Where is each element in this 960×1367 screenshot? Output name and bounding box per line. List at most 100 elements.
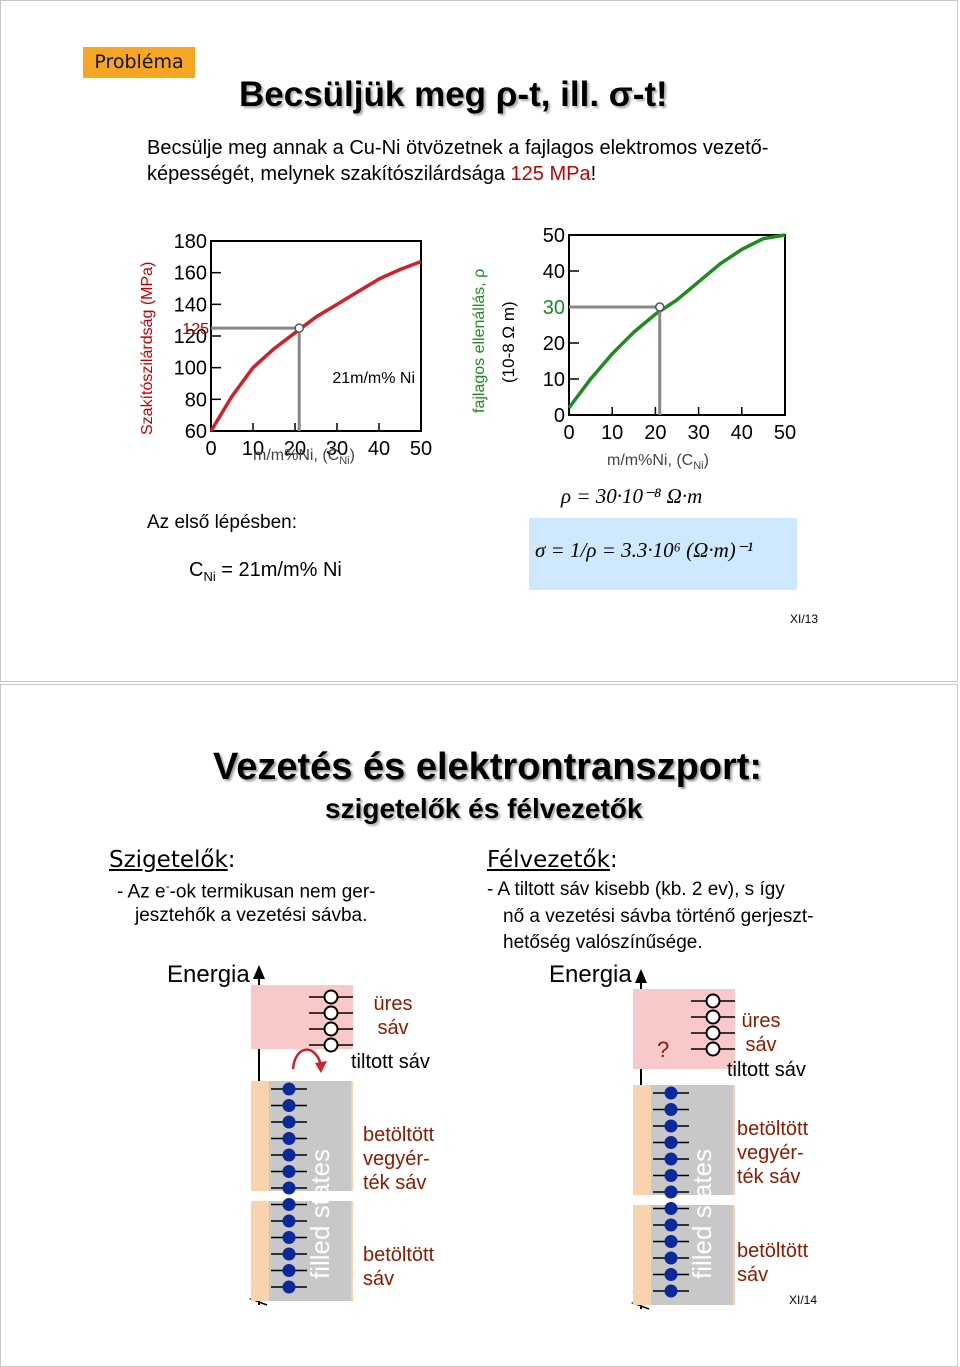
right-chart: 50 40 30 20 10 00 10 20 30 40 50 — [543, 225, 796, 444]
filled-state — [664, 1251, 678, 1265]
semiconductors-heading: Félvezetők: — [487, 847, 618, 873]
empty-state — [705, 1025, 721, 1041]
empty-state — [323, 1005, 339, 1021]
x-tick-label: 30 — [326, 438, 348, 460]
semiconductors-line-3: hetőség valószínűsége. — [503, 932, 703, 953]
filled-state — [282, 1099, 296, 1112]
slide-2-title: Vezetés és elektrontranszport: — [213, 746, 763, 788]
y-tick-label: 0 — [554, 405, 565, 427]
semiconductors-line-1: - A tiltott sáv kisebb (kb. 2 ev), s így — [487, 879, 785, 900]
right-chart-ylabel-1: fajlagos ellenállás, ρ — [471, 268, 488, 413]
slide-2-subtitle: szigetelők és félvezetők — [325, 793, 643, 824]
right-chart-ylabel-2: (10-8 Ω m) — [499, 301, 518, 383]
filled-state — [282, 1198, 296, 1211]
slide-1: Probléma Becsüljük meg ρ-t, ill. σ-t! Be… — [0, 0, 958, 682]
filled-state — [282, 1132, 296, 1145]
x-tick-label: 50 — [774, 422, 796, 444]
empty-state — [705, 1009, 721, 1025]
filled-state — [282, 1247, 296, 1261]
semiconductors-line-2: nő a vezetési sávba történő gerjeszt- — [503, 906, 814, 927]
gap-label-right: tiltott sáv — [727, 1059, 806, 1081]
plot-frame — [568, 234, 786, 416]
y-tick-label: 60 — [185, 421, 207, 443]
filled-state — [282, 1082, 296, 1096]
filled-state — [664, 1235, 678, 1248]
band-separator — [633, 1195, 735, 1205]
filled-state — [664, 1185, 678, 1199]
excitation-arrowhead — [315, 1061, 327, 1073]
filled-state — [282, 1214, 296, 1228]
filled-state — [664, 1169, 678, 1182]
question-line-1: Becsülje meg annak a Cu-Ni ötvözetnek a … — [147, 137, 769, 159]
excitation-arrow — [291, 1048, 323, 1070]
empty-state — [323, 989, 339, 1005]
formula-sigma: σ = 1/ρ = 3.3·10⁶ (Ω·m)⁻¹ — [535, 538, 754, 562]
filled-state — [664, 1119, 678, 1133]
filled-band-label-right: betöltött sáv — [737, 1240, 809, 1286]
page-number-2: XI/14 — [789, 1293, 818, 1307]
x-tick-label: 0 — [205, 438, 216, 460]
page-number-1: XI/13 — [790, 612, 819, 626]
y-tick-label: 20 — [543, 333, 565, 355]
gap-label-left: tiltott sáv — [351, 1051, 430, 1073]
band-diagram-insulator — [248, 965, 353, 1306]
filled-band-label-left: betöltött sáv — [363, 1244, 435, 1290]
lookup-point — [654, 302, 665, 312]
filled-state — [664, 1136, 678, 1149]
x-tick-label: 10 — [601, 422, 623, 444]
x-tick-label: 40 — [731, 422, 753, 444]
left-chart-xlabel: m/m%Ni, (CNi) — [253, 447, 355, 468]
x-tick-label: 20 — [644, 422, 666, 444]
x-tick-label: 50 — [410, 438, 432, 460]
y-tick-label: 50 — [543, 225, 565, 247]
energy-axis-arrowhead — [253, 965, 265, 979]
problem-tag: Probléma — [83, 47, 195, 78]
x-tick-label: 0 — [563, 422, 574, 444]
filled-state — [282, 1165, 296, 1178]
y-tick-label: 180 — [174, 231, 207, 253]
empty-state — [705, 1041, 721, 1057]
y-tick-label: 80 — [185, 389, 207, 411]
question-mark: ? — [657, 1037, 670, 1062]
empty-band-label-left: üres sáv — [373, 993, 413, 1039]
right-chart-xlabel: m/m%Ni, (CNi) — [607, 452, 709, 473]
annotation-21-ni: 21m/m% Ni — [332, 370, 415, 387]
band-separator — [251, 1191, 353, 1201]
insulators-heading: Szigetelők: — [109, 847, 236, 873]
insulators-line-2: jesztehők a vezetési sávba. — [135, 905, 368, 926]
x-tick-label: 40 — [368, 438, 390, 460]
x-tick-label: 20 — [284, 438, 306, 460]
plot-frame — [210, 240, 422, 432]
filled-state — [664, 1284, 678, 1298]
x-tick-label: 30 — [687, 422, 709, 444]
valence-band-label-right: betöltött vegyér-ték sáv — [737, 1118, 809, 1188]
data-line — [567, 233, 786, 409]
energy-label-right: Energia — [549, 961, 632, 988]
y-tick-label: 100 — [174, 358, 207, 380]
left-chart: 180 160 140 120 100 80 600 10 20 30 40 50 125 21m/m% … — [174, 231, 433, 460]
filled-state — [282, 1148, 296, 1162]
cni-value: CNi = 21m/m% Ni — [189, 559, 342, 584]
filled-state — [664, 1202, 678, 1215]
y-tick-label: 160 — [174, 263, 207, 285]
y-tick-label: 140 — [174, 294, 207, 316]
formula-box — [529, 518, 797, 590]
filled-states-label-right: filled states — [687, 1148, 717, 1279]
filled-state — [664, 1152, 678, 1166]
empty-state — [323, 1037, 339, 1053]
slide-2: Vezetés és elektrontranszport: szigetelő… — [0, 684, 958, 1367]
filled-state — [664, 1086, 678, 1100]
y-tick-label: 40 — [543, 261, 565, 283]
empty-band-label-right: üres sáv — [741, 1010, 781, 1056]
lookup-point — [294, 323, 304, 333]
filled-state — [282, 1181, 296, 1195]
question-line-2: képességét, melynek szakítószilárdsága 1… — [147, 163, 597, 185]
filled-state — [664, 1218, 678, 1232]
band-diagram-semiconductor — [630, 969, 735, 1310]
slide-title: Becsüljük meg ρ-t, ill. σ-t! — [239, 75, 668, 114]
energy-label-left: Energia — [167, 961, 250, 988]
data-line — [209, 259, 422, 432]
empty-state — [323, 1021, 339, 1037]
empty-state — [705, 993, 721, 1009]
energy-axis-arrowhead — [635, 969, 647, 983]
